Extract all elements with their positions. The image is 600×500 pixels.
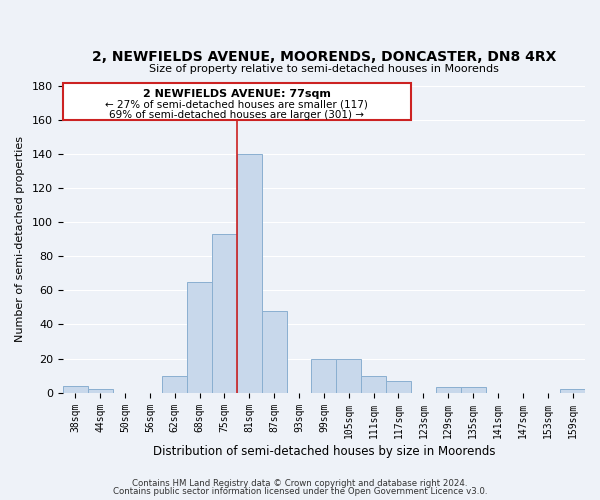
Bar (361, 376, 386, 392)
Bar (560, 389, 585, 392)
Text: ← 27% of semi-detached houses are smaller (117): ← 27% of semi-detached houses are smalle… (106, 100, 368, 110)
Bar (311, 358, 337, 392)
Text: Contains HM Land Registry data © Crown copyright and database right 2024.: Contains HM Land Registry data © Crown c… (132, 478, 468, 488)
Bar (386, 380, 411, 392)
Bar (436, 388, 461, 392)
Bar (337, 358, 361, 392)
FancyBboxPatch shape (63, 82, 411, 120)
Bar (461, 388, 485, 392)
Bar (262, 311, 287, 392)
Text: 2 NEWFIELDS AVENUE: 77sqm: 2 NEWFIELDS AVENUE: 77sqm (143, 90, 331, 100)
Bar (88, 389, 113, 392)
Text: Contains public sector information licensed under the Open Government Licence v3: Contains public sector information licen… (113, 487, 487, 496)
Y-axis label: Number of semi-detached properties: Number of semi-detached properties (15, 136, 25, 342)
Bar (63, 386, 88, 392)
Bar (212, 234, 237, 392)
Text: Size of property relative to semi-detached houses in Moorends: Size of property relative to semi-detach… (149, 64, 499, 74)
Bar (237, 154, 262, 392)
Title: 2, NEWFIELDS AVENUE, MOORENDS, DONCASTER, DN8 4RX: 2, NEWFIELDS AVENUE, MOORENDS, DONCASTER… (92, 50, 556, 64)
X-axis label: Distribution of semi-detached houses by size in Moorends: Distribution of semi-detached houses by … (152, 444, 495, 458)
Bar (162, 376, 187, 392)
Bar (187, 282, 212, 393)
Text: 69% of semi-detached houses are larger (301) →: 69% of semi-detached houses are larger (… (109, 110, 364, 120)
